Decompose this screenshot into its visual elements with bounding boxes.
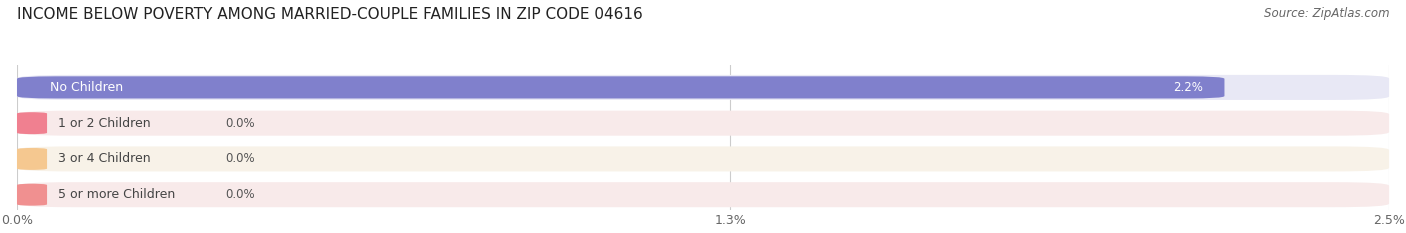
Text: 0.0%: 0.0% — [225, 188, 254, 201]
Text: 3 or 4 Children: 3 or 4 Children — [58, 152, 150, 165]
Text: 0.0%: 0.0% — [225, 117, 254, 130]
Text: No Children: No Children — [49, 81, 122, 94]
FancyBboxPatch shape — [17, 76, 1225, 99]
FancyBboxPatch shape — [17, 111, 1389, 136]
FancyBboxPatch shape — [17, 182, 1389, 207]
Text: 5 or more Children: 5 or more Children — [58, 188, 176, 201]
FancyBboxPatch shape — [17, 148, 46, 170]
Text: INCOME BELOW POVERTY AMONG MARRIED-COUPLE FAMILIES IN ZIP CODE 04616: INCOME BELOW POVERTY AMONG MARRIED-COUPL… — [17, 7, 643, 22]
Text: 1 or 2 Children: 1 or 2 Children — [58, 117, 150, 130]
Text: 0.0%: 0.0% — [225, 152, 254, 165]
FancyBboxPatch shape — [17, 75, 1389, 100]
FancyBboxPatch shape — [17, 184, 46, 206]
FancyBboxPatch shape — [17, 112, 46, 134]
Text: Source: ZipAtlas.com: Source: ZipAtlas.com — [1264, 7, 1389, 20]
Text: 2.2%: 2.2% — [1173, 81, 1202, 94]
FancyBboxPatch shape — [17, 146, 1389, 171]
